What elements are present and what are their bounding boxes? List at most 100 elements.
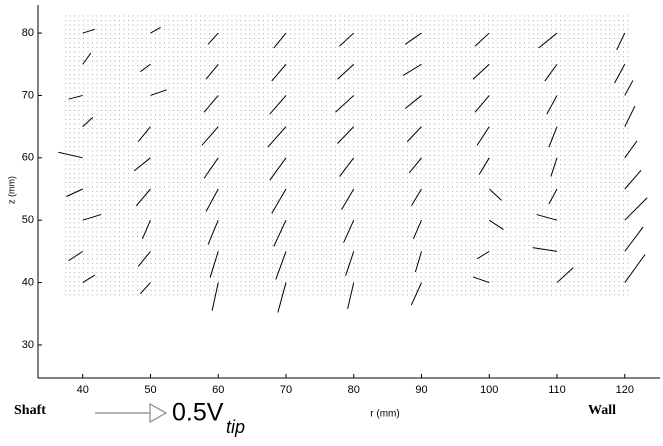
velocity-vector [150, 27, 161, 34]
velocity-vector [624, 80, 634, 96]
velocity-vector [556, 267, 574, 283]
y-tick-label: 30 [22, 339, 34, 351]
velocity-vector [472, 276, 490, 284]
velocity-vector [58, 151, 83, 159]
velocity-vector [404, 32, 422, 45]
reference-label: 0.5V [172, 399, 224, 427]
velocity-vector [133, 157, 151, 172]
velocity-vector [624, 140, 638, 159]
y-tick-label: 70 [22, 89, 34, 101]
measurement-grid [64, 12, 630, 298]
velocity-vector [335, 95, 355, 113]
velocity-vector [410, 282, 422, 306]
x-axis-label: r (mm) [370, 409, 399, 420]
velocity-vector [474, 32, 490, 47]
velocity-vector [347, 282, 355, 309]
velocity-vector [402, 63, 422, 76]
velocity-vector [546, 95, 558, 115]
velocity-vector [135, 188, 151, 207]
x-tick-label: 70 [280, 384, 292, 396]
velocity-vector [271, 188, 287, 214]
velocity-vector [137, 126, 151, 142]
y-tick-label: 50 [22, 214, 34, 226]
x-tick-label: 50 [144, 384, 156, 396]
wall-label: Wall [588, 403, 616, 418]
velocity-vector [209, 251, 219, 278]
y-tick-label: 60 [22, 152, 34, 164]
velocity-vector [68, 94, 83, 100]
velocity-vector [624, 254, 646, 283]
velocity-vector [614, 64, 626, 84]
velocity-vector [139, 282, 151, 295]
velocity-vector [66, 188, 83, 197]
velocity-vector [414, 251, 422, 273]
reference-subscript: tip [226, 417, 245, 437]
velocity-vector [488, 188, 502, 201]
x-tick-label: 80 [348, 384, 360, 396]
velocity-vector [624, 105, 636, 127]
velocity-vector [550, 157, 558, 177]
velocity-vector [277, 282, 287, 313]
x-tick-label: 110 [548, 384, 566, 396]
velocity-vector [412, 219, 422, 240]
velocity-vector [137, 251, 151, 267]
velocity-vector [624, 169, 642, 190]
x-tick-label: 90 [415, 384, 427, 396]
reference-arrow-head [149, 402, 168, 424]
velocity-vector [548, 126, 558, 148]
velocity-vector [211, 282, 219, 311]
velocity-vector [410, 188, 422, 207]
velocity-vector [476, 126, 490, 146]
velocity-vector [337, 126, 355, 144]
velocity-vector [207, 32, 219, 45]
velocity-vector [476, 250, 490, 260]
velocity-vector [271, 63, 287, 82]
velocity-vector [82, 52, 92, 65]
velocity-vector [548, 188, 558, 205]
velocity-vector [624, 197, 648, 221]
velocity-vector [82, 28, 96, 34]
velocity-vector [201, 126, 219, 146]
velocity-vector [150, 89, 167, 96]
velocity-vector [205, 188, 219, 212]
velocity-vector [275, 251, 287, 280]
velocity-vector [141, 219, 151, 240]
velocity-vector [616, 32, 626, 51]
velocity-vector [544, 63, 558, 82]
velocity-vector [339, 32, 355, 47]
y-axis-label: z (mm) [6, 176, 16, 204]
velocity-vector [472, 63, 490, 80]
x-tick-label: 120 [616, 384, 634, 396]
velocity-vector [267, 126, 287, 148]
velocity-vector [82, 274, 96, 283]
velocity-vector [404, 95, 422, 109]
velocity-vector [345, 251, 355, 276]
x-tick-label: 100 [480, 384, 498, 396]
velocity-vector [269, 95, 287, 115]
velocity-vector [341, 188, 355, 210]
velocity-vector [474, 95, 490, 113]
velocity-vector [343, 219, 355, 243]
y-tick-label: 80 [22, 27, 34, 39]
velocity-vector [68, 250, 83, 262]
velocity-vector [205, 63, 219, 80]
velocity-vector [269, 157, 287, 181]
velocity-vector [478, 157, 490, 175]
velocity-vector [488, 219, 504, 230]
velocity-vector [207, 219, 219, 245]
y-tick-label: 40 [22, 276, 34, 288]
velocity-vector [532, 247, 558, 252]
x-tick-label: 40 [77, 384, 89, 396]
velocity-vector [203, 157, 219, 179]
velocity-vector [406, 126, 422, 142]
velocity-vector [273, 219, 287, 247]
velocity-vector [339, 157, 355, 177]
x-tick-label: 60 [212, 384, 224, 396]
velocity-vector [82, 116, 94, 127]
velocity-vector [624, 226, 644, 252]
velocity-vector [536, 214, 558, 221]
velocity-vector [408, 157, 422, 174]
velocity-vector [203, 95, 219, 113]
